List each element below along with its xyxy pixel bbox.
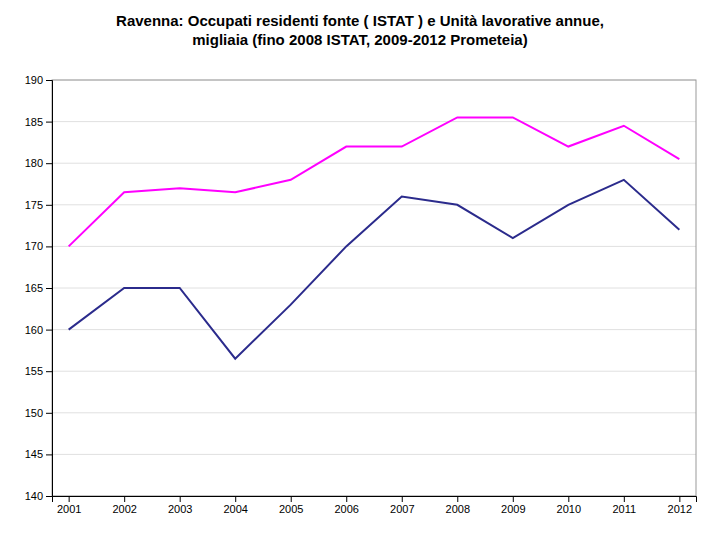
tick-mark bbox=[346, 496, 347, 502]
plot-frame bbox=[52, 80, 696, 496]
tick-label: 180 bbox=[25, 157, 43, 169]
tick: 160 bbox=[25, 324, 52, 336]
tick-mark bbox=[46, 80, 52, 81]
title-line: Ravenna: Occupati residenti fonte ( ISTA… bbox=[116, 12, 604, 29]
tick: 2001 bbox=[57, 496, 81, 515]
tick: 145 bbox=[25, 448, 52, 460]
tick-label: 190 bbox=[25, 74, 43, 86]
tick-label: 2007 bbox=[390, 503, 414, 515]
lines bbox=[69, 117, 680, 358]
tick: 170 bbox=[25, 240, 52, 252]
tick-mark bbox=[568, 496, 569, 502]
tick-mark bbox=[679, 496, 680, 502]
tick: 155 bbox=[25, 365, 52, 377]
tick-mark bbox=[46, 205, 52, 206]
grid-line bbox=[52, 371, 696, 372]
tick: 2007 bbox=[390, 496, 414, 515]
tick: 190 bbox=[25, 74, 52, 86]
series-line bbox=[69, 180, 680, 359]
tick-label: 2006 bbox=[334, 503, 358, 515]
grid-line bbox=[52, 204, 696, 205]
tick-mark bbox=[46, 288, 52, 289]
tick-label: 140 bbox=[25, 490, 43, 502]
tick-label: 145 bbox=[25, 448, 43, 460]
tick-label: 2012 bbox=[668, 503, 692, 515]
grid-line bbox=[52, 454, 696, 455]
tick-label: 150 bbox=[25, 407, 43, 419]
y-axis: 140 145 150 155 160 165 170 175 180 185 190 bbox=[25, 74, 53, 502]
tick-mark bbox=[124, 496, 125, 502]
tick: 2011 bbox=[612, 496, 636, 515]
axis-line bbox=[53, 497, 697, 503]
tick-label: 185 bbox=[25, 116, 43, 128]
tick-label: 2009 bbox=[501, 503, 525, 515]
tick-label: 2002 bbox=[112, 503, 136, 515]
tick-mark bbox=[46, 454, 52, 455]
tick-label: 2003 bbox=[168, 503, 192, 515]
tick-mark bbox=[180, 496, 181, 502]
plot: 2001 2002 2003 2004 2005 2006 2007 2008 2009 2010… bbox=[25, 74, 697, 515]
tick: 150 bbox=[25, 407, 52, 419]
series-line bbox=[69, 117, 680, 246]
chart: Ravenna: Occupati residenti fonte ( ISTA… bbox=[0, 0, 720, 540]
tick-mark bbox=[46, 371, 52, 372]
tick: 2009 bbox=[501, 496, 525, 515]
tick: 140 bbox=[25, 490, 52, 502]
tick-mark bbox=[46, 246, 52, 247]
tick-label: 165 bbox=[25, 282, 43, 294]
tick-label: 155 bbox=[25, 365, 43, 377]
tick-mark bbox=[235, 496, 236, 502]
tick: 2008 bbox=[446, 496, 470, 515]
tick-mark bbox=[46, 330, 52, 331]
tick-label: 2011 bbox=[612, 503, 636, 515]
tick: 2002 bbox=[112, 496, 136, 515]
grid-line bbox=[52, 246, 696, 247]
tick: 185 bbox=[25, 116, 52, 128]
tick-label: 170 bbox=[25, 240, 43, 252]
axis-line bbox=[46, 81, 53, 497]
title: Ravenna: Occupati residenti fonte ( ISTA… bbox=[116, 12, 604, 48]
grid-line bbox=[52, 329, 696, 330]
tick-label: 2001 bbox=[57, 503, 81, 515]
tick: 175 bbox=[25, 199, 52, 211]
tick: 2004 bbox=[223, 496, 247, 515]
tick-mark bbox=[46, 122, 52, 123]
tick-mark bbox=[46, 413, 52, 414]
tick: 2003 bbox=[168, 496, 192, 515]
title-line: migliaia (fino 2008 ISTAT, 2009-2012 Pro… bbox=[192, 31, 527, 48]
grid-line bbox=[52, 121, 696, 122]
tick-label: 175 bbox=[25, 199, 43, 211]
tick-mark bbox=[624, 496, 625, 502]
tick-label: 2004 bbox=[223, 503, 247, 515]
tick-label: 2008 bbox=[446, 503, 470, 515]
tick: 180 bbox=[25, 157, 52, 169]
tick-label: 160 bbox=[25, 324, 43, 336]
grid-line bbox=[52, 412, 696, 413]
tick-mark bbox=[291, 496, 292, 502]
tick: 2012 bbox=[668, 496, 692, 515]
tick: 2005 bbox=[279, 496, 303, 515]
x-axis: 2001 2002 2003 2004 2005 2006 2007 2008 2009 2010… bbox=[53, 496, 697, 515]
tick-mark bbox=[46, 163, 52, 164]
tick: 165 bbox=[25, 282, 52, 294]
tick-label: 2005 bbox=[279, 503, 303, 515]
tick-mark bbox=[46, 496, 52, 497]
tick-label: 2010 bbox=[557, 503, 581, 515]
tick-mark bbox=[69, 496, 70, 502]
tick-mark bbox=[402, 496, 403, 502]
grid bbox=[52, 80, 696, 496]
tick-mark bbox=[513, 496, 514, 502]
tick: 2010 bbox=[557, 496, 581, 515]
tick: 2006 bbox=[334, 496, 358, 515]
grid-line bbox=[52, 163, 696, 164]
tick-mark bbox=[457, 496, 458, 502]
